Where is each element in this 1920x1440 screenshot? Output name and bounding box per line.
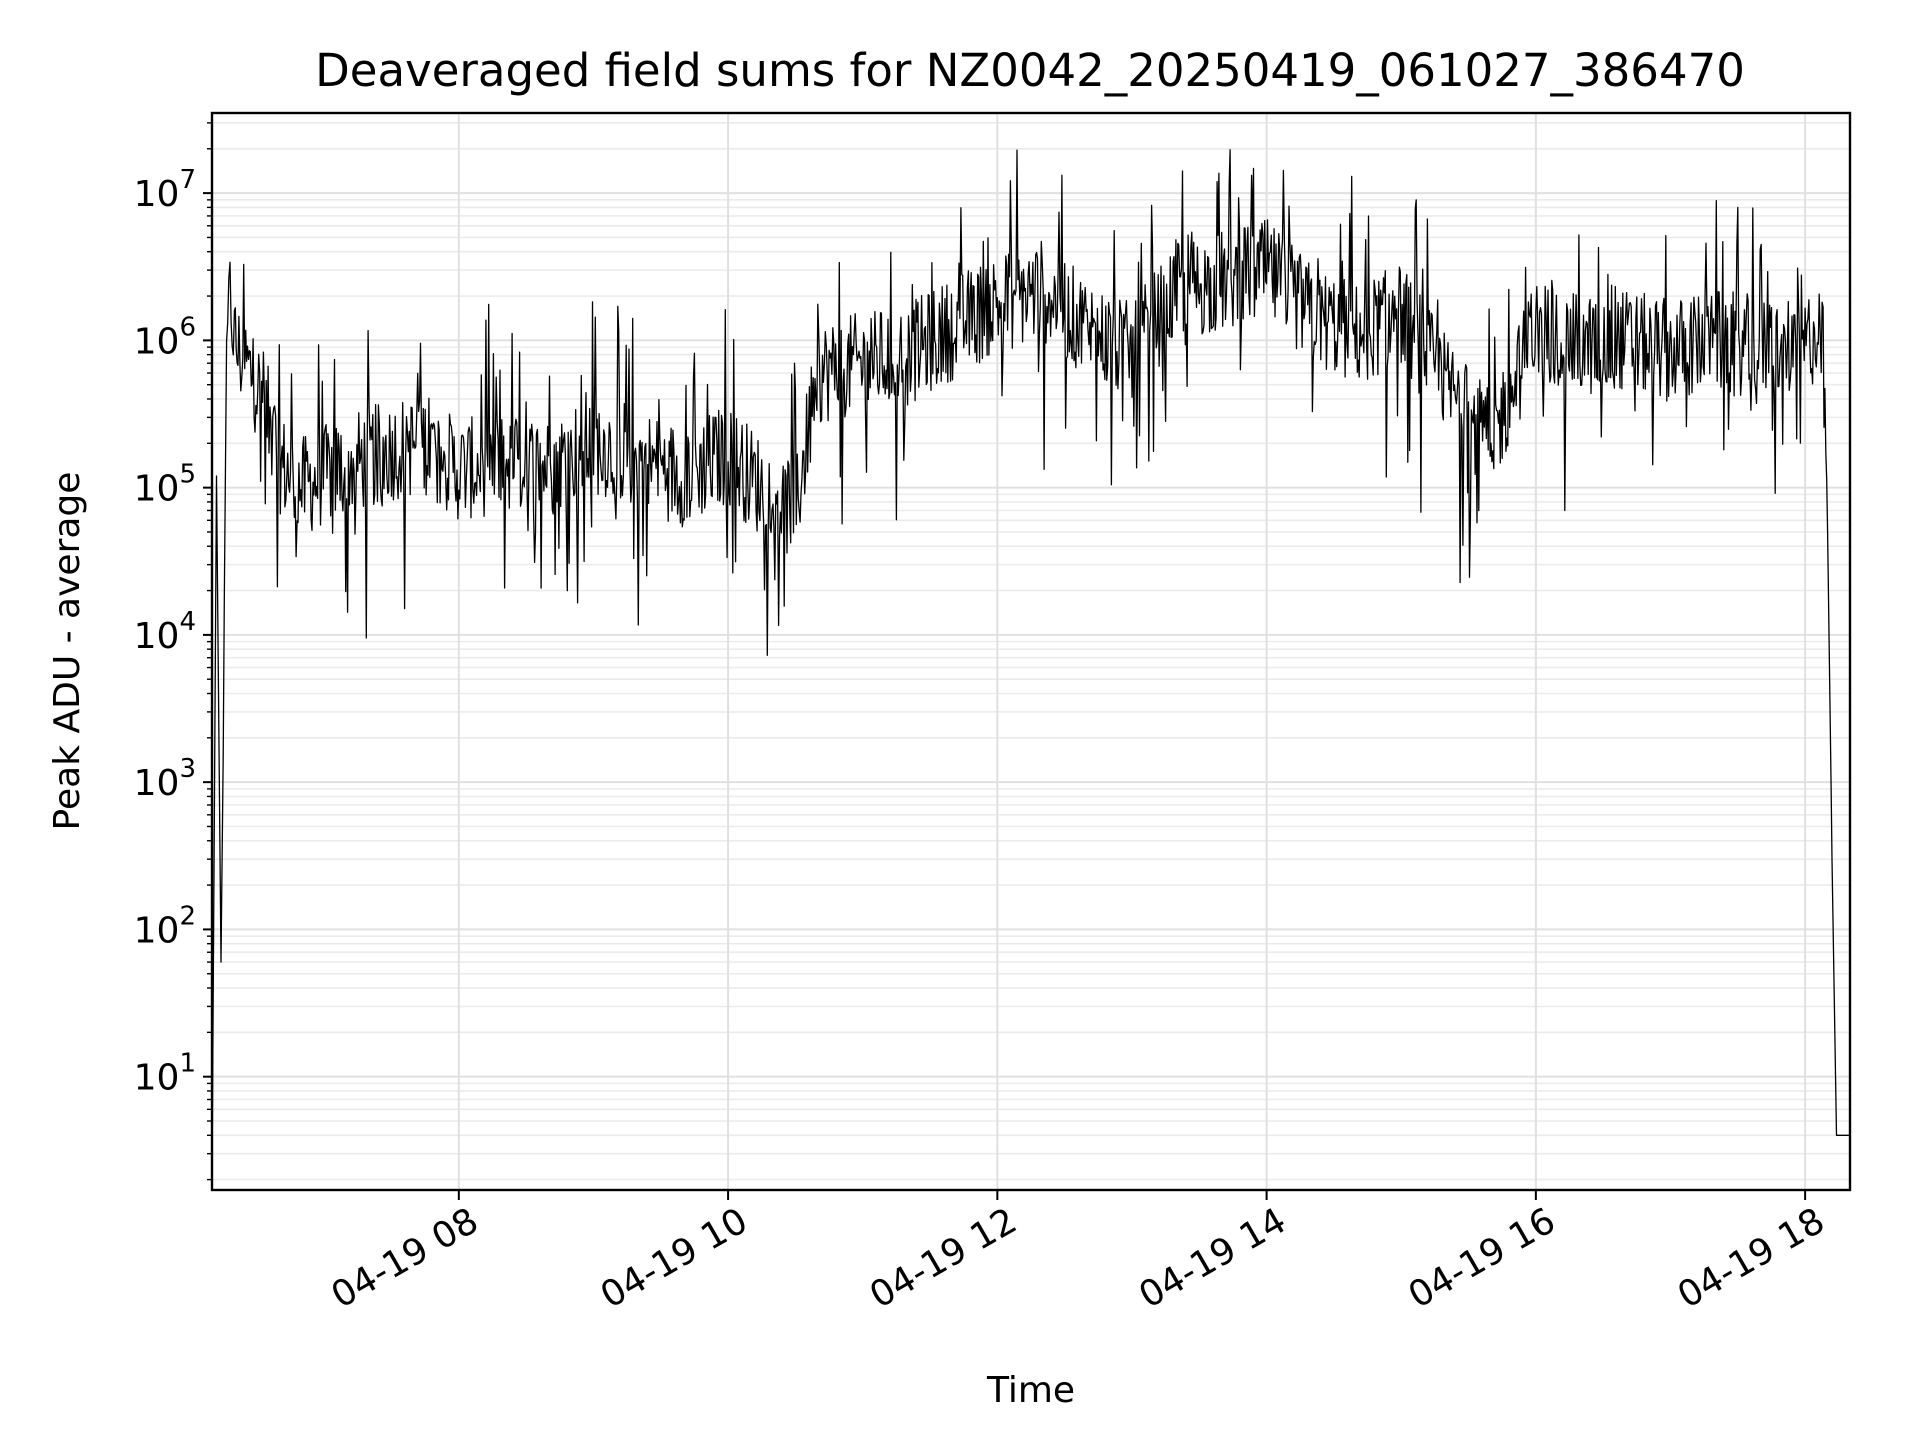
- y-tick-label: 102: [134, 901, 196, 951]
- y-tick-label: 105: [134, 460, 196, 510]
- y-tick-label: 104: [134, 607, 196, 657]
- grid: [212, 113, 1850, 1190]
- y-tick-label: 106: [134, 312, 196, 362]
- plot-frame: [210, 111, 1852, 1192]
- y-tick-label: 101: [134, 1049, 196, 1099]
- y-tick-label: 107: [134, 165, 196, 215]
- y-axis-label: Peak ADU - average: [47, 472, 88, 831]
- series-line: [211, 149, 1850, 1187]
- x-axis-label: Time: [986, 1370, 1075, 1411]
- y-tick-label: 103: [134, 754, 196, 804]
- series-layer: [211, 149, 1850, 1187]
- chart-title: Deaveraged field sums for NZ0042_2025041…: [315, 44, 1745, 97]
